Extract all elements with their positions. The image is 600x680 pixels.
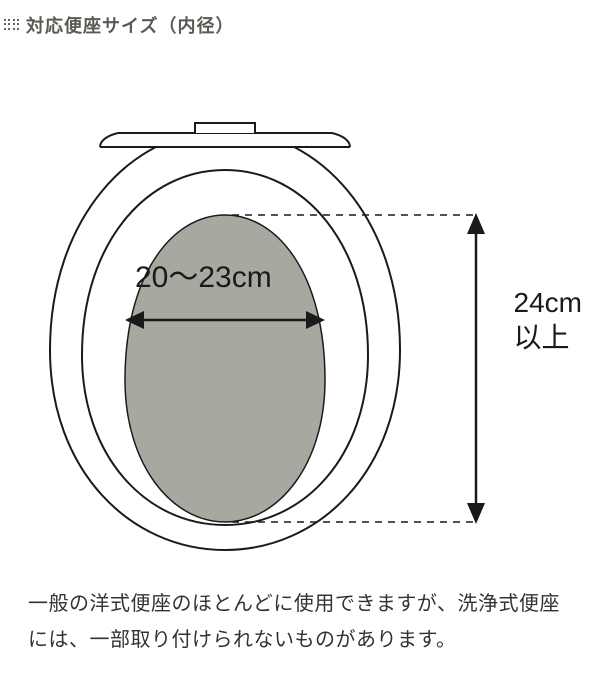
hinge (195, 123, 255, 133)
diagram-svg (0, 50, 600, 590)
toilet-seat-diagram: 20～23cm 24cm 以上 (0, 50, 600, 590)
footer-note: 一般の洋式便座のほとんどに使用できますが、洗浄式便座には、一部取り付けられないも… (28, 586, 572, 658)
section-header: 対応便座サイズ（内径） (0, 0, 600, 50)
height-arrow-up (467, 213, 485, 234)
dotted-icon (4, 19, 20, 31)
height-dimension-label: 24cm 以上 (514, 285, 582, 355)
width-dimension-label: 20～23cm (135, 252, 272, 296)
header-title: 対応便座サイズ（内径） (26, 12, 234, 38)
height-arrow-down (467, 503, 485, 524)
